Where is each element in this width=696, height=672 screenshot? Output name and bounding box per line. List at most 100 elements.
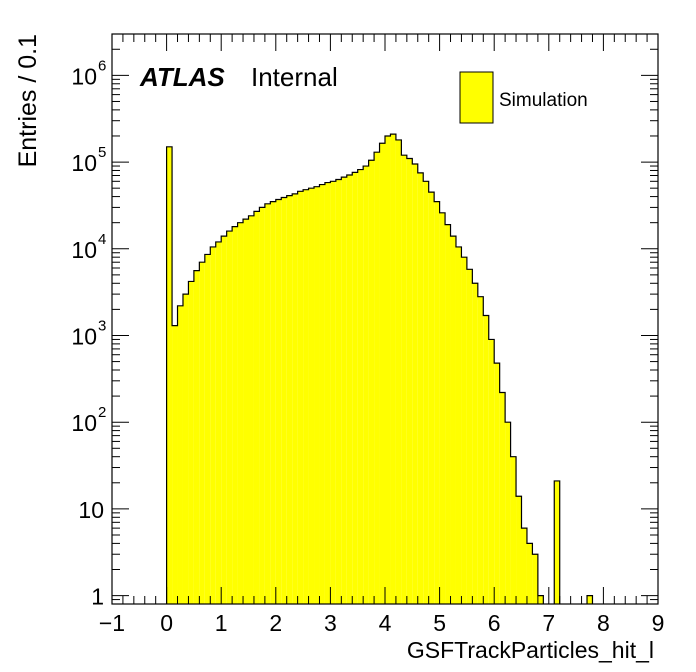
y-tick-label: 10 (71, 237, 97, 263)
histogram-bin (297, 191, 304, 604)
histogram-bin (406, 158, 413, 604)
y-tick-label: 10 (71, 150, 97, 176)
x-tick-label: 3 (324, 610, 337, 636)
histogram-bin (537, 595, 544, 604)
histogram-bin (352, 172, 358, 604)
histogram-bin (292, 193, 298, 605)
histogram-bin (374, 152, 380, 605)
histogram-bin (308, 188, 315, 604)
histogram-bin (314, 186, 320, 604)
x-tick-label: 1 (215, 610, 228, 636)
histogram-bin (324, 182, 331, 604)
histogram-bin (270, 201, 276, 604)
histogram-bin (477, 296, 484, 604)
histogram-bin (335, 179, 342, 604)
y-tick-label: 1 (91, 584, 104, 610)
histogram-bin (510, 456, 517, 604)
legend: Simulation (459, 71, 588, 124)
histogram-bars (166, 133, 594, 605)
x-tick-label: 9 (652, 610, 665, 636)
histogram-bin (330, 181, 336, 604)
y-tick-exponent: 6 (98, 57, 106, 74)
histogram-bin (221, 236, 227, 604)
x-tick-label: 7 (542, 610, 555, 636)
histogram-bin (488, 339, 495, 604)
histogram-bin (390, 134, 396, 604)
x-tick-label: 8 (597, 610, 610, 636)
histogram-bin (303, 189, 309, 604)
histogram-bin (341, 177, 347, 605)
histogram-bin (243, 219, 249, 604)
histogram-bin (385, 135, 391, 604)
histogram-bin (423, 181, 429, 604)
histogram-bin (499, 392, 506, 604)
y-tick-exponent: 5 (98, 144, 106, 161)
histogram-bin (505, 422, 511, 604)
histogram-bin (232, 226, 238, 604)
histogram-bin (264, 203, 271, 605)
histogram-bin (193, 270, 200, 604)
histogram-bin (319, 184, 325, 605)
x-tick-label: 4 (379, 610, 392, 636)
histogram-bin (439, 212, 446, 604)
histogram-bin (363, 166, 369, 604)
histogram-bin (237, 222, 244, 604)
histogram-bin (455, 246, 462, 604)
y-tick-label: 10 (78, 497, 104, 523)
histogram-bin (395, 139, 402, 605)
histogram-bin (379, 143, 385, 604)
y-tick-label: 10 (71, 410, 97, 436)
histogram-bin (428, 192, 435, 605)
x-tick-label: 2 (269, 610, 282, 636)
y-tick-exponent: 3 (98, 317, 106, 334)
legend-swatch (459, 71, 494, 124)
histogram-bin (526, 543, 533, 604)
histogram-bin (177, 305, 183, 604)
histogram-bin (412, 164, 418, 605)
x-axis-label: GSFTrackParticles_hit_l (407, 637, 654, 663)
histogram-bin (275, 199, 282, 605)
histogram-bin (417, 172, 424, 604)
histogram-bin (346, 174, 353, 605)
histogram-bin (521, 528, 527, 604)
histogram-bin (434, 201, 440, 604)
atlas-label: ATLAS (139, 62, 225, 92)
histogram-bin (357, 169, 364, 604)
histogram-bin (401, 155, 407, 604)
legend-label: Simulation (499, 90, 588, 111)
y-axis-label: Entries / 0.1 (14, 34, 42, 167)
y-tick-label: 10 (71, 323, 97, 349)
internal-label: Internal (251, 62, 338, 92)
y-tick-exponent: 4 (98, 231, 106, 248)
histogram-bin (483, 315, 489, 604)
histogram-bin (210, 246, 216, 604)
histogram-bin (259, 207, 265, 604)
histogram-bin (226, 231, 233, 605)
histogram-bin (248, 215, 254, 605)
histogram-bin (286, 195, 293, 605)
histogram-bin (166, 146, 173, 604)
histogram-bin (215, 241, 222, 604)
histogram-bin (450, 236, 456, 604)
histogram-bin (182, 294, 189, 604)
x-tick-label: 6 (488, 610, 501, 636)
histogram-bin (587, 595, 593, 604)
histogram-bin (466, 269, 473, 604)
histogram-bin (199, 262, 205, 604)
x-tick-label: 0 (160, 610, 173, 636)
x-tick-label: 5 (433, 610, 446, 636)
histogram-bin (204, 254, 211, 604)
histogram-bin (494, 363, 500, 604)
histogram-bin (253, 211, 260, 605)
histogram-bin (281, 197, 287, 604)
x-axis-ticks: −1 0 1 2 3 4 5 6 7 8 9 (99, 34, 665, 636)
histogram-bin (172, 325, 178, 604)
histogram-bin (445, 224, 451, 604)
y-tick-label: 10 (71, 63, 97, 89)
histogram-bin (188, 281, 194, 604)
histogram-bin (461, 257, 467, 604)
histogram-bin (532, 554, 538, 604)
y-tick-exponent: 2 (98, 404, 106, 421)
